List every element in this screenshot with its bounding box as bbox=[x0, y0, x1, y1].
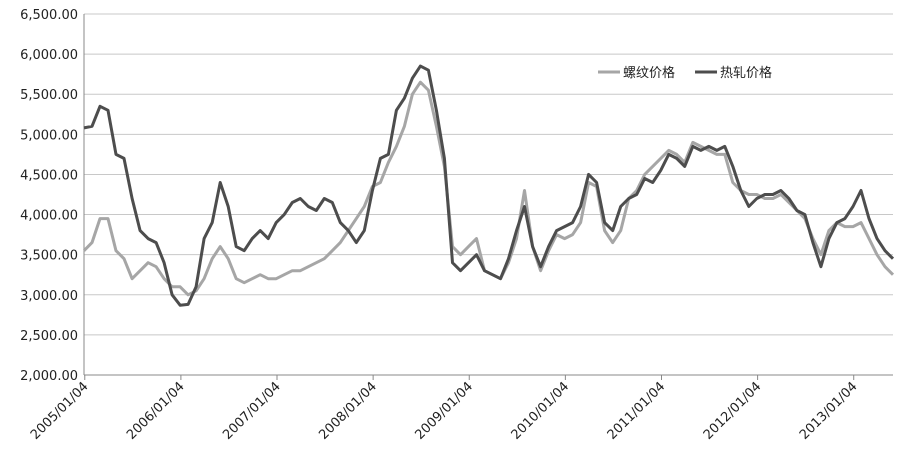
x-tick-label: 2005/01/04 bbox=[28, 379, 92, 443]
y-tick-label: 3,500.00 bbox=[20, 249, 78, 264]
x-tick-label: 2011/01/04 bbox=[605, 379, 669, 443]
x-tick-label: 2013/01/04 bbox=[797, 379, 861, 443]
y-tick-label: 2,000.00 bbox=[20, 369, 78, 384]
y-tick-label: 5,500.00 bbox=[20, 88, 78, 103]
x-tick-label: 2008/01/04 bbox=[316, 379, 380, 443]
x-tick-label: 2009/01/04 bbox=[412, 379, 476, 443]
y-tick-label: 4,500.00 bbox=[20, 168, 78, 183]
y-tick-label: 2,500.00 bbox=[20, 329, 78, 344]
y-tick-label: 4,000.00 bbox=[20, 209, 78, 224]
series-line bbox=[82, 80, 895, 297]
y-tick-label: 5,000.00 bbox=[20, 128, 78, 143]
y-tick-label: 6,500.00 bbox=[20, 8, 78, 23]
series-line bbox=[83, 64, 895, 307]
x-tick-label: 2012/01/04 bbox=[701, 379, 765, 443]
y-tick-label: 6,000.00 bbox=[20, 48, 78, 63]
legend-label: 螺纹价格 bbox=[623, 65, 675, 81]
x-tick-label: 2010/01/04 bbox=[509, 379, 573, 443]
x-tick-label: 2006/01/04 bbox=[124, 379, 188, 443]
legend-label: 热轧价格 bbox=[720, 65, 772, 81]
y-tick-label: 3,000.00 bbox=[20, 289, 78, 304]
x-tick-label: 2007/01/04 bbox=[220, 379, 284, 443]
